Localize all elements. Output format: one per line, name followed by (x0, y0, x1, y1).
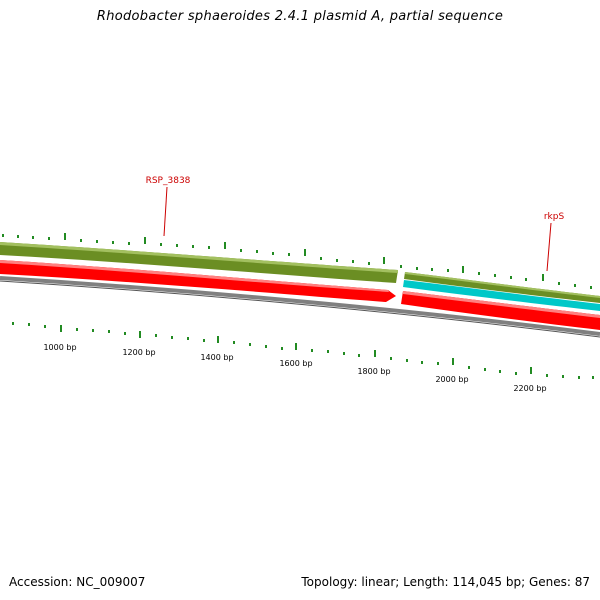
sequence-summary-text: Topology: linear; Length: 114,045 bp; Ge… (301, 575, 590, 589)
scale-label-1000: 1000 bp (43, 343, 76, 352)
map-title: Rhodobacter sphaeroides 2.4.1 plasmid A,… (96, 9, 504, 24)
gene-bar-reverse-2[interactable] (401, 291, 600, 330)
gene-label-rsp3838[interactable]: RSP_3838 (146, 176, 191, 186)
accession-text: Accession: NC_009007 (9, 575, 146, 589)
gene-label-line-rkps (546, 222, 552, 272)
gene-bar-forward-1[interactable] (0, 242, 398, 283)
outer-tick-row (2, 233, 592, 289)
gene-bar-reverse-2-highlight (403, 291, 600, 318)
ncrna-bar[interactable] (403, 280, 600, 311)
inner-tick-row (12, 322, 594, 379)
gene-bar-reverse-1[interactable] (0, 260, 396, 302)
scale-label-1800: 1800 bp (357, 367, 390, 376)
gene-bar-reverse-1-highlight (0, 260, 389, 292)
scale-label-2000: 2000 bp (435, 375, 468, 384)
gene-bar-forward-2-highlight (405, 272, 600, 298)
scale-label-1600: 1600 bp (279, 359, 312, 368)
gene-bar-forward-1-highlight (0, 242, 398, 273)
scale-label-1200: 1200 bp (122, 348, 155, 357)
gene-label-line-rsp3838 (163, 186, 168, 237)
sequence-backbone-shadow (0, 280, 600, 338)
scale-label-2200: 2200 bp (513, 384, 546, 393)
gene-label-rkps[interactable]: rkpS (544, 212, 565, 222)
sequence-backbone (0, 276, 600, 336)
scale-label-1400: 1400 bp (200, 353, 233, 362)
